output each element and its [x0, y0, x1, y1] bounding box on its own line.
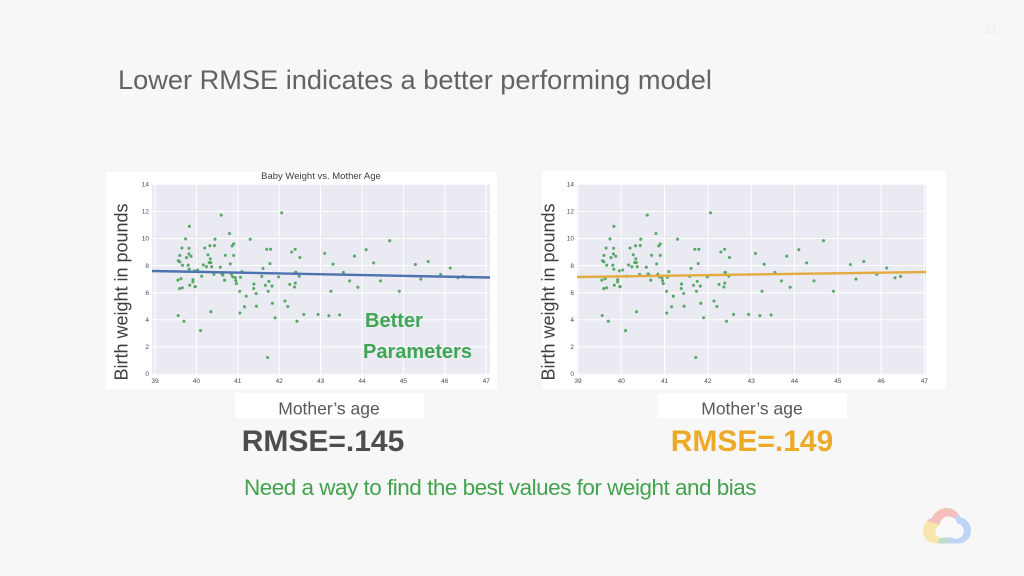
svg-text:39: 39 [574, 378, 582, 385]
svg-text:14: 14 [567, 182, 575, 189]
svg-text:0: 0 [145, 371, 149, 378]
svg-text:47: 47 [921, 378, 929, 385]
svg-text:0: 0 [570, 371, 574, 378]
svg-text:43: 43 [748, 378, 756, 385]
svg-text:6: 6 [570, 290, 574, 297]
svg-text:44: 44 [358, 378, 366, 385]
svg-text:4: 4 [145, 317, 149, 324]
svg-text:41: 41 [661, 378, 669, 385]
svg-text:8: 8 [145, 263, 149, 270]
svg-text:40: 40 [618, 378, 626, 385]
svg-text:40: 40 [193, 378, 201, 385]
svg-text:14: 14 [142, 182, 150, 189]
svg-text:43: 43 [317, 378, 325, 385]
svg-text:10: 10 [142, 236, 150, 243]
svg-text:10: 10 [567, 236, 575, 243]
svg-text:12: 12 [142, 209, 150, 216]
svg-text:46: 46 [877, 378, 885, 385]
svg-text:45: 45 [400, 378, 408, 385]
svg-text:4: 4 [570, 317, 574, 324]
svg-text:6: 6 [145, 290, 149, 297]
svg-text:2: 2 [145, 344, 149, 351]
svg-text:12: 12 [567, 209, 575, 216]
svg-text:8: 8 [570, 263, 574, 270]
svg-text:47: 47 [483, 378, 491, 385]
svg-text:41: 41 [234, 378, 242, 385]
svg-text:45: 45 [834, 378, 842, 385]
svg-text:2: 2 [570, 344, 574, 351]
svg-text:44: 44 [791, 378, 799, 385]
svg-text:42: 42 [704, 378, 712, 385]
svg-text:46: 46 [441, 378, 449, 385]
svg-text:42: 42 [276, 378, 284, 385]
svg-text:Baby Weight vs. Mother Age: Baby Weight vs. Mother Age [261, 172, 381, 182]
svg-text:39: 39 [151, 378, 159, 385]
